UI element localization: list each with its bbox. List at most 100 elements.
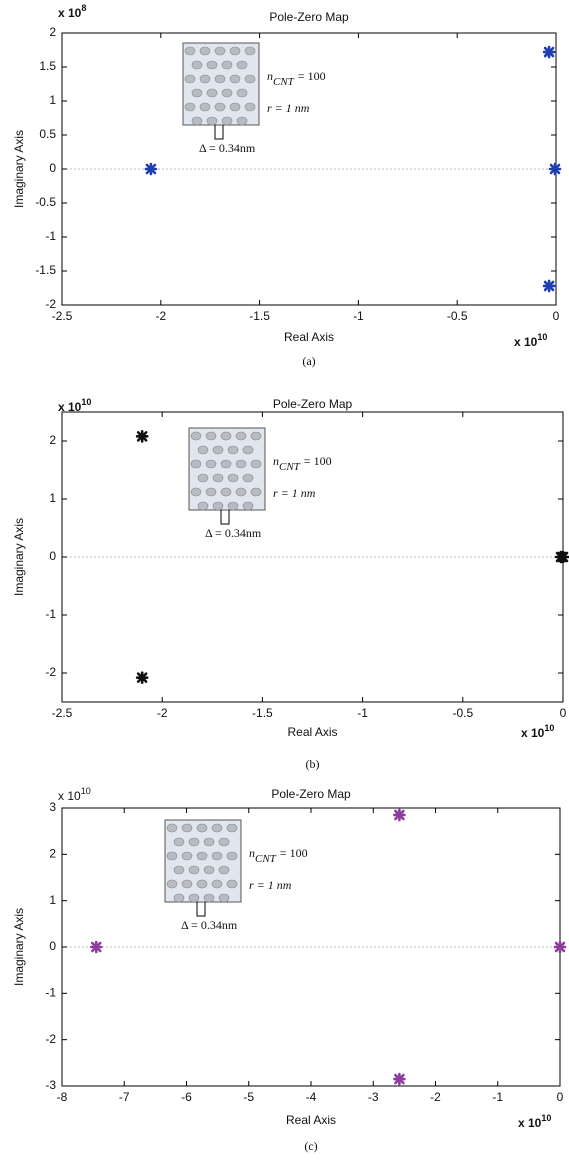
y-tick-label: -2 bbox=[45, 1032, 56, 1046]
y-tick-label: 0 bbox=[49, 939, 56, 953]
cnt-circle bbox=[191, 88, 203, 98]
cnt-circle bbox=[184, 74, 196, 84]
cnt-circle bbox=[196, 879, 208, 889]
inset-var: n bbox=[273, 454, 279, 468]
cnt-circle bbox=[226, 879, 238, 889]
cnt-circle bbox=[181, 879, 193, 889]
cnt-circle bbox=[212, 473, 224, 483]
cnt-circle bbox=[244, 46, 256, 56]
y-tick-label: 2 bbox=[49, 847, 56, 861]
cnt-circle bbox=[199, 102, 211, 112]
pole-marker bbox=[393, 1072, 406, 1086]
x-tick-label: -1.5 bbox=[249, 309, 270, 323]
x-tick-label: -2 bbox=[155, 309, 166, 323]
cnt-circle bbox=[226, 851, 238, 861]
cnt-circle bbox=[206, 116, 218, 126]
x-tick-label: -2.5 bbox=[52, 706, 73, 720]
cnt-circle bbox=[236, 116, 248, 126]
cnt-circle bbox=[203, 865, 215, 875]
inset-text: r = 1 nm bbox=[273, 486, 316, 500]
exponent-base: x 10 bbox=[58, 789, 81, 803]
x-tick-label: 0 bbox=[557, 1090, 564, 1104]
x-tick-label: 0 bbox=[560, 706, 567, 720]
chart: -2.5 -2 -1.5 -1 -0.5 0 -2 -1 0 1 2 Pole-Zero Map Rea… bbox=[12, 397, 569, 771]
x-axis-label: Real Axis bbox=[287, 725, 337, 739]
cnt-circle bbox=[221, 60, 233, 70]
y-tick-label: -1.5 bbox=[35, 263, 56, 277]
inset-eq: = 100 bbox=[298, 69, 326, 83]
y-tick-label: 1 bbox=[49, 93, 56, 107]
cnt-circle bbox=[191, 60, 203, 70]
x-tick-label: -1 bbox=[492, 1090, 503, 1104]
y-tick-label: 1.5 bbox=[39, 59, 56, 73]
cnt-circle bbox=[227, 473, 239, 483]
inset-box bbox=[164, 819, 242, 903]
exponent-base: x 10 bbox=[58, 400, 82, 414]
cnt-circle bbox=[199, 74, 211, 84]
y-tick-label: 2 bbox=[49, 433, 56, 447]
exponent-power: 10 bbox=[81, 397, 91, 407]
cnt-circle bbox=[184, 46, 196, 56]
cnt-circle bbox=[196, 851, 208, 861]
cnt-circle bbox=[196, 823, 208, 833]
x-tick-label: -7 bbox=[119, 1090, 130, 1104]
x-tick-label: -1.5 bbox=[252, 706, 273, 720]
y-tick-label: -2 bbox=[45, 297, 56, 311]
plot-area bbox=[61, 32, 557, 306]
chart: -2.5 -2 -1.5 -1 -0.5 0-2-1.5-1-0.500.511.52Po… bbox=[12, 3, 562, 368]
cnt-circle bbox=[221, 88, 233, 98]
pole-marker bbox=[556, 550, 569, 564]
cnt-circle bbox=[235, 487, 247, 497]
x-axis-label: Real Axis bbox=[286, 1113, 336, 1127]
cnt-circle bbox=[242, 473, 254, 483]
chart: -8 -7 -6 -5 -4 -3 -2 -1 0 -3 -2 -1 0 1 2 3 Pole-Zero Map… bbox=[12, 786, 567, 1153]
cnt-circle bbox=[173, 893, 185, 903]
cnt-circle bbox=[188, 837, 200, 847]
cnt-circle bbox=[218, 893, 230, 903]
cnt-circle bbox=[242, 501, 254, 511]
cnt-circle bbox=[166, 823, 178, 833]
y-tick-label: 0 bbox=[49, 549, 56, 563]
cnt-circle bbox=[203, 837, 215, 847]
y-axis-label: Imaginary Axis bbox=[12, 518, 26, 596]
y-tick-label: 1 bbox=[49, 491, 56, 505]
x-tick-label: -2.5 bbox=[52, 309, 73, 323]
pole-marker bbox=[548, 162, 562, 176]
axis-exponent: x 1010 bbox=[518, 1113, 551, 1130]
y-tick-label: -3 bbox=[45, 1078, 56, 1092]
inset-sub: CNT bbox=[255, 853, 277, 865]
inset-var: n bbox=[267, 69, 273, 83]
pole-marker bbox=[135, 430, 149, 443]
x-tick-label: -2 bbox=[157, 706, 168, 720]
y-tick-label: 1 bbox=[49, 893, 56, 907]
cnt-circle bbox=[218, 837, 230, 847]
cnt-circle bbox=[206, 88, 218, 98]
caption: (c) bbox=[304, 1139, 317, 1153]
x-tick-label: -4 bbox=[306, 1090, 317, 1104]
x-tick-label: -0.5 bbox=[447, 309, 468, 323]
cnt-circle bbox=[227, 445, 239, 455]
cnt-circle bbox=[166, 879, 178, 889]
y-tick-label: 2 bbox=[49, 25, 56, 39]
cnt-circle bbox=[244, 74, 256, 84]
cnt-circle bbox=[203, 893, 215, 903]
exponent-base: x 10 bbox=[58, 6, 82, 20]
exponent-power: 10 bbox=[81, 786, 91, 796]
cnt-circle bbox=[173, 837, 185, 847]
cnt-circle bbox=[235, 431, 247, 441]
cnt-circle bbox=[166, 851, 178, 861]
caption: (a) bbox=[302, 354, 315, 368]
cnt-circle bbox=[190, 487, 202, 497]
cnt-circle bbox=[211, 879, 223, 889]
cnt-circle bbox=[190, 431, 202, 441]
pole-marker bbox=[135, 671, 149, 684]
axis-exponent: x 1010 bbox=[521, 723, 554, 740]
exponent-power: 10 bbox=[537, 332, 547, 342]
cnt-circle bbox=[214, 102, 226, 112]
cnt-circle bbox=[188, 865, 200, 875]
cnt-circle bbox=[184, 102, 196, 112]
x-tick-label: -2 bbox=[430, 1090, 441, 1104]
cnt-circle bbox=[220, 487, 232, 497]
